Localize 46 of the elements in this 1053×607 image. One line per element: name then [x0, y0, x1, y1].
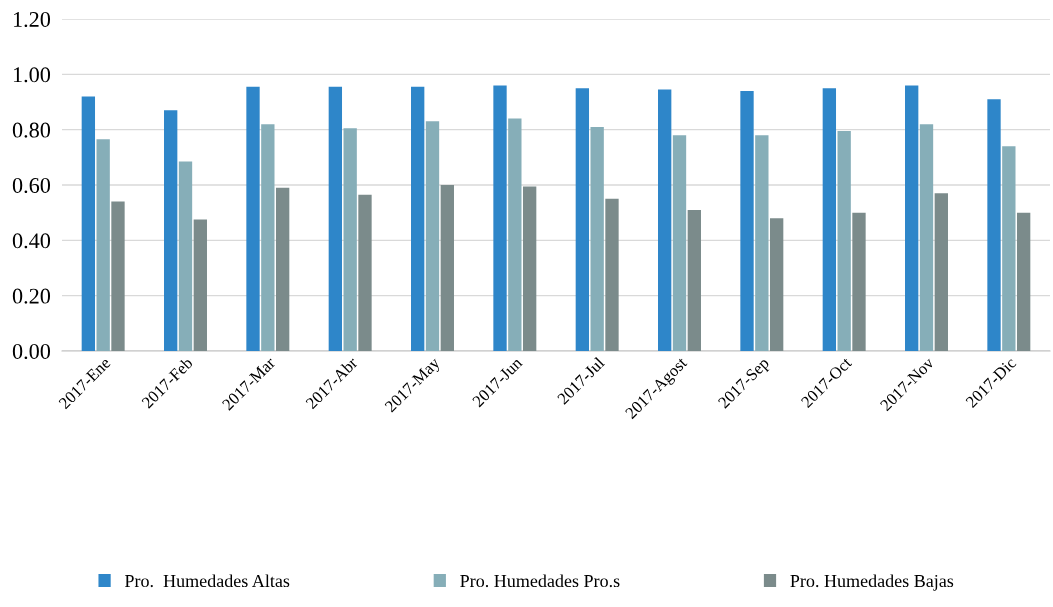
bar	[164, 110, 178, 351]
bar	[852, 212, 866, 351]
bar	[343, 128, 357, 351]
bar	[508, 118, 522, 351]
bar	[837, 131, 851, 351]
bar	[934, 193, 948, 351]
bar	[111, 201, 125, 351]
bar	[687, 209, 701, 351]
bar	[246, 86, 260, 351]
bar	[425, 121, 440, 351]
y-tick-label: 0.20	[12, 288, 51, 304]
bar	[358, 194, 372, 351]
legend-label: Pro. Humedades Altas	[124, 574, 290, 588]
y-tick-label: 0.60	[12, 177, 51, 194]
bar	[275, 187, 290, 351]
legend-label: Pro. Humedades Bajas	[790, 574, 954, 591]
bar	[178, 161, 193, 351]
bar	[822, 88, 837, 351]
bar	[1002, 146, 1016, 351]
bar	[96, 139, 110, 351]
y-tick-label: 1.20	[13, 11, 51, 28]
bar	[658, 89, 672, 351]
bar	[261, 124, 275, 351]
bar	[440, 185, 454, 351]
legend-label: Pro. Humedades Pro.s	[460, 574, 620, 588]
bar	[590, 126, 604, 351]
y-tick-label: 1.00	[13, 67, 51, 83]
y-tick-label: 0.00	[12, 343, 51, 360]
y-tick-label: 0.40	[12, 233, 51, 249]
bar	[755, 135, 769, 351]
bar	[905, 85, 919, 351]
bar	[81, 96, 96, 351]
bar	[1016, 212, 1031, 351]
bar	[411, 86, 425, 351]
bar	[987, 99, 1001, 351]
y-tick-label: 0.80	[12, 122, 51, 138]
bar	[740, 90, 754, 351]
bar	[493, 85, 507, 351]
bar	[193, 219, 207, 351]
bar	[605, 198, 619, 351]
bar	[575, 88, 590, 351]
bar	[328, 86, 343, 351]
bar	[919, 124, 934, 351]
bar	[672, 135, 687, 351]
bar	[769, 218, 784, 351]
bar	[522, 186, 537, 351]
